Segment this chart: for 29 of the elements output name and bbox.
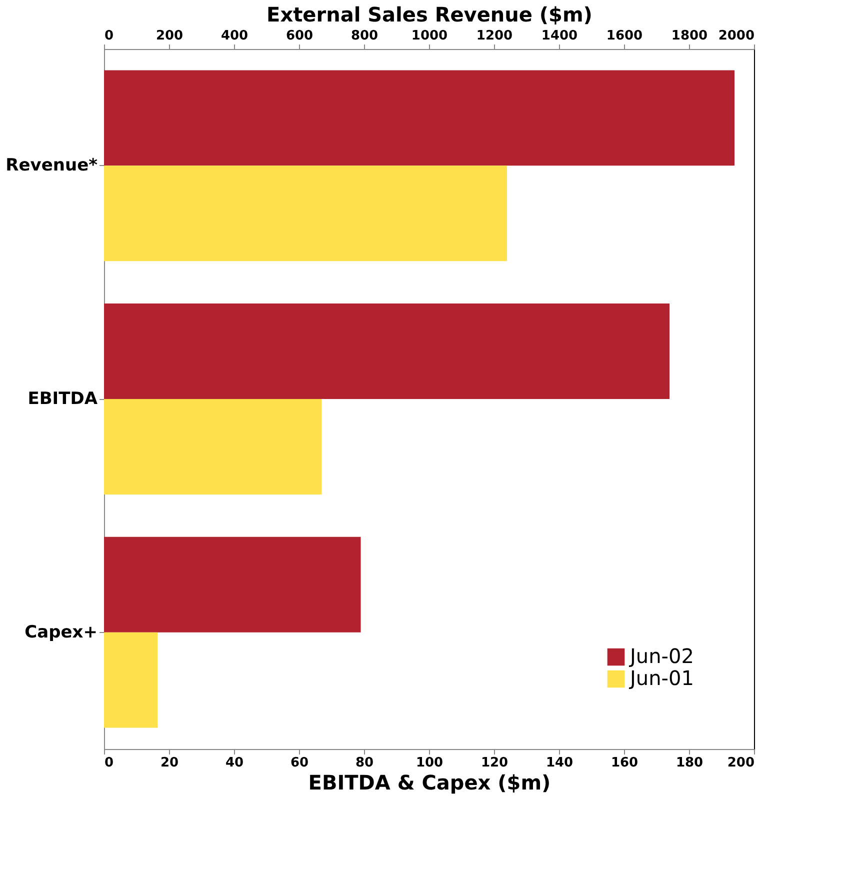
x-tick-label: 160 <box>610 756 638 770</box>
x-tick-label: 60 <box>290 756 309 770</box>
x2-tick-label: 1400 <box>541 28 578 44</box>
x2-tick-label: 200 <box>156 28 184 44</box>
x-tick-label: 20 <box>160 756 179 770</box>
y-tick-label: EBITDA <box>28 389 98 409</box>
x2-tick-label: 1000 <box>411 28 448 44</box>
x-tick-label: 80 <box>355 756 374 770</box>
x-tick-label: 200 <box>727 756 754 770</box>
legend-label: Jun-01 <box>628 666 694 690</box>
x2-tick-label: 600 <box>286 28 314 44</box>
x2-tick-label: 1200 <box>476 28 513 44</box>
legend-label: Jun-02 <box>628 644 694 668</box>
y-tick-label: Revenue* <box>6 156 98 176</box>
x2-tick-label: 1600 <box>606 28 643 44</box>
x-tick-label: 40 <box>225 756 244 770</box>
x-tick-label: 0 <box>104 756 114 770</box>
x2-tick-label: 2000 <box>718 28 754 44</box>
x-tick-label: 120 <box>480 756 508 770</box>
x2-tick-label: 400 <box>220 28 248 44</box>
x-axis-title: EBITDA & Capex ($m) <box>308 770 551 794</box>
x2-axis-title: External Sales Revenue ($m) <box>266 2 592 26</box>
x-tick-label: 100 <box>416 756 444 770</box>
x-tick-label: 180 <box>676 756 704 770</box>
x-tick-label: 140 <box>546 756 574 770</box>
y-tick-label: Capex+ <box>24 622 98 642</box>
x2-tick-label: 800 <box>350 28 378 44</box>
x2-tick-label: 1800 <box>671 28 708 44</box>
x2-tick-label: 0 <box>104 28 114 44</box>
